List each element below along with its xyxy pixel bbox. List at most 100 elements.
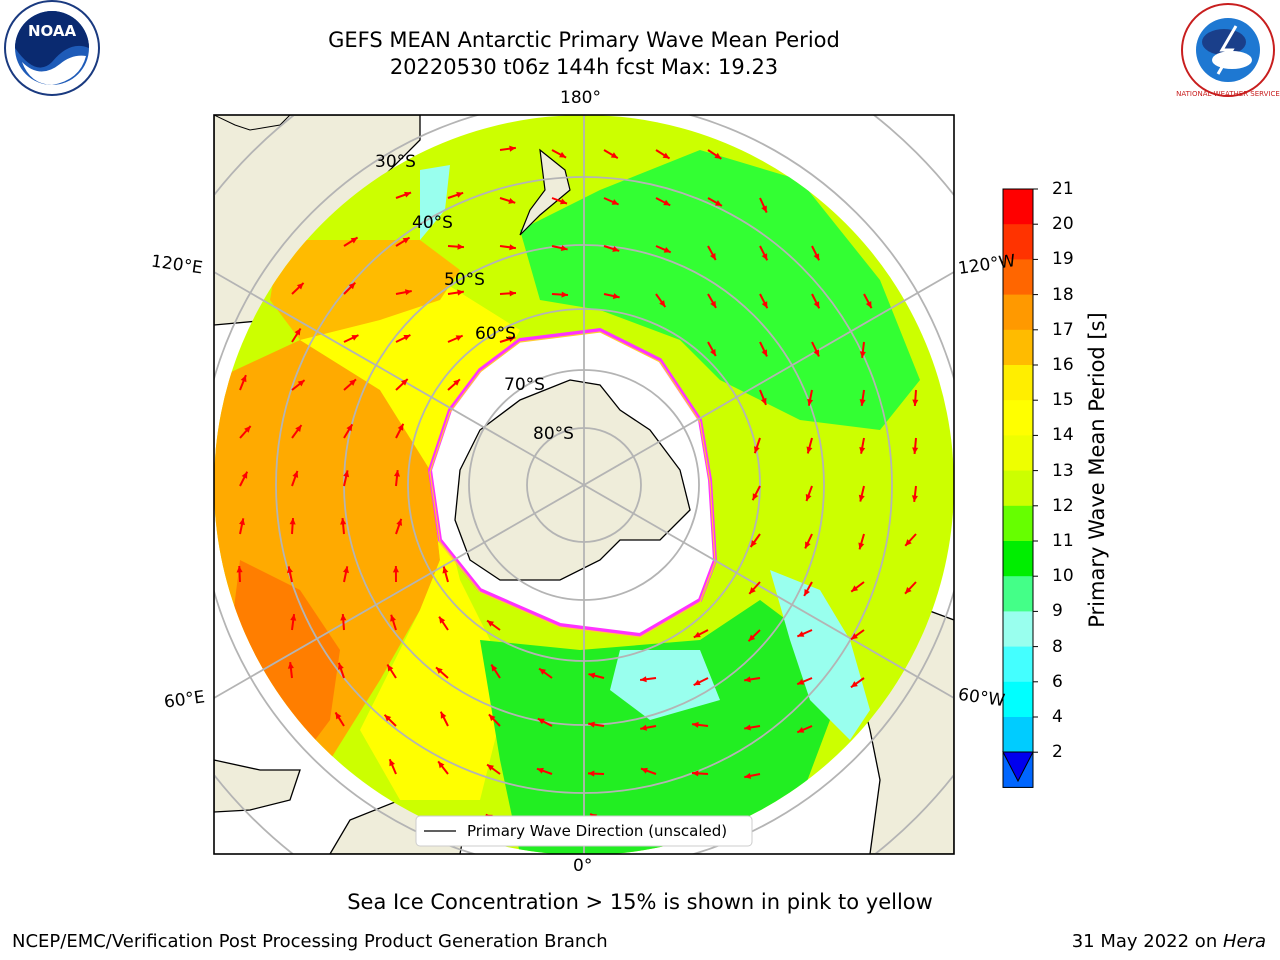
wave-arrow-head (402, 237, 410, 244)
lat-label-30s: 30°S (375, 152, 416, 172)
wave-arrow-head (387, 664, 394, 672)
wave-arrow-head (744, 772, 752, 779)
wave-arrow-head (455, 335, 463, 341)
colorbar-frame (1002, 188, 1034, 788)
wave-arrow-head (290, 614, 297, 621)
footer-credit: NCEP/EMC/Verification Post Processing Pr… (12, 931, 608, 952)
colorbar-extend-arrow (1002, 751, 1034, 783)
sea-ice-note: Sea Ice Concentration > 15% is shown in … (347, 890, 933, 914)
colorbar-tick-label: 2 (1052, 742, 1063, 763)
colorbar-swatch (1003, 681, 1033, 718)
wave-arrow-head (456, 191, 464, 198)
wave-arrow-head (693, 679, 701, 686)
chart-title: GEFS MEAN Antarctic Primary Wave Mean Pe… (328, 28, 840, 52)
wave-arrow-head (537, 718, 545, 725)
wave-arrow-head (404, 289, 412, 296)
ocean-green-pacific (520, 150, 920, 430)
wave-arrow-head (752, 493, 759, 501)
colorbar-tick-label: 10 (1052, 566, 1074, 587)
wave-arrow-head (659, 300, 666, 308)
wave-arrow-head (859, 399, 866, 406)
wave-arrow-head (610, 152, 618, 159)
wave-arrow-head (611, 199, 619, 205)
wave-arrow-head (663, 199, 671, 206)
colorbar-swatch (1003, 541, 1033, 577)
wave-arrow-head (761, 349, 767, 357)
colorbar-swatch (1003, 576, 1033, 612)
ocean-cyan-patch (610, 650, 720, 720)
wave-arrow-head (588, 721, 595, 728)
wave-arrow-head (397, 423, 404, 431)
colorbar-swatch (1003, 470, 1033, 507)
land-antarctica (454, 379, 691, 581)
lat-label-50s: 50°S (444, 270, 485, 290)
colorbar-tick-label: 11 (1052, 531, 1074, 551)
wave-arrow-head (714, 200, 722, 206)
colorbar-swatch (1003, 224, 1033, 260)
colorbar-swatch (1003, 329, 1033, 366)
lat-label-60s: 60°S (475, 324, 516, 344)
wave-arrow-head (797, 678, 805, 685)
colorbar-swatch (1003, 717, 1033, 753)
wave-arrow-head (287, 662, 294, 669)
wave-arrow-head (393, 470, 401, 477)
wave-arrow-head (509, 145, 516, 152)
colorbar-tick-label: 9 (1052, 601, 1063, 622)
wave-arrow-head (805, 541, 811, 549)
lat-label-40s: 40°S (412, 213, 453, 233)
wave-arrow-head (536, 767, 544, 774)
wave-arrow-head (912, 447, 919, 454)
wave-arrow-head (457, 289, 464, 296)
wave-arrow-head (400, 379, 408, 386)
wave-arrow-head (349, 379, 356, 386)
footer-date-text: 31 May 2022 on (1071, 931, 1223, 952)
wave-arrow-head (813, 301, 820, 309)
colorbar-tick-label: 13 (1052, 460, 1074, 481)
footer-host: Hera (1222, 931, 1266, 952)
wave-arrow-head (351, 335, 359, 341)
wave-arrow-head (749, 587, 756, 594)
map-frame (213, 114, 955, 855)
wave-arrow-head (340, 518, 347, 525)
colorbar-tick-label: 17 (1052, 319, 1074, 340)
colorbar-tick-label: 15 (1052, 390, 1074, 411)
lat-label-70s: 70°S (504, 375, 545, 395)
colorbar-tick-label: 16 (1052, 355, 1074, 375)
ocean-cyan-tasman (420, 165, 450, 240)
wave-arrow-head (714, 152, 722, 159)
nws-logo: NATIONAL WEATHER SERVICE (1176, 3, 1280, 98)
wave-arrow-head (905, 586, 912, 594)
colorbar-tick-label: 14 (1052, 425, 1074, 446)
wave-arrow-head (710, 349, 716, 356)
lon-label-0: 0° (573, 856, 593, 876)
wave-arrow-head (760, 397, 767, 405)
wave-arrow-head (750, 540, 757, 548)
wave-arrow-head (286, 566, 293, 574)
wave-arrow-head (439, 616, 446, 624)
wave-arrow-head (390, 614, 396, 622)
wave-arrow-head (236, 566, 243, 573)
noaa-logo-text: NOAA (28, 22, 77, 40)
land-new-zealand (519, 148, 571, 236)
ocean-cyan-sa (770, 570, 870, 740)
wave-arrow-head (457, 243, 464, 250)
wave-arrow-head (761, 301, 768, 309)
wave-arrow-head (348, 282, 356, 290)
chart-subtitle: 20220530 t06z 144h fcst Max: 19.23 (389, 55, 779, 79)
colorbar-swatch (1003, 435, 1033, 472)
wave-direction-arrows (236, 145, 919, 826)
colorbar-tick-label: 18 (1052, 284, 1074, 305)
colorbar-tick-label: 4 (1052, 707, 1063, 727)
wave-arrow-head (692, 770, 699, 777)
colorbar-tick-label: 21 (1052, 179, 1074, 199)
wave-arrow-head (761, 205, 767, 213)
wave-arrow-head (612, 293, 620, 300)
colorbar-tick-label: 20 (1052, 214, 1074, 235)
wave-arrow-head (403, 335, 411, 341)
wave-arrow-head (488, 714, 496, 722)
wave-arrow-head (343, 566, 349, 574)
wave-arrow-head (748, 634, 756, 642)
wave-arrow-head (404, 191, 412, 198)
land-nz-top (214, 115, 291, 131)
wave-arrow-head (851, 633, 858, 640)
